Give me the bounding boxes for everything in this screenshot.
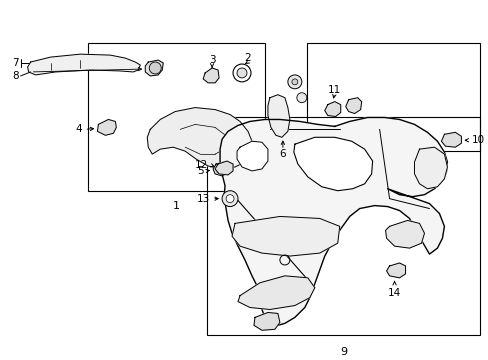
Polygon shape — [220, 117, 447, 325]
Text: 5: 5 — [197, 166, 203, 176]
Circle shape — [225, 195, 234, 203]
Text: 3: 3 — [208, 55, 215, 65]
Polygon shape — [232, 216, 339, 256]
Bar — [306, 43, 479, 151]
Polygon shape — [345, 98, 361, 113]
Circle shape — [287, 75, 301, 89]
Polygon shape — [213, 162, 228, 176]
Polygon shape — [267, 95, 289, 137]
Text: 8: 8 — [12, 71, 19, 81]
Text: 13: 13 — [197, 194, 210, 204]
Circle shape — [216, 164, 225, 174]
Text: 9: 9 — [340, 347, 346, 357]
Text: 14: 14 — [387, 288, 400, 298]
Polygon shape — [237, 141, 267, 171]
Polygon shape — [414, 147, 447, 189]
Bar — [88, 43, 264, 191]
Polygon shape — [215, 161, 233, 175]
Circle shape — [149, 62, 161, 74]
Text: 1: 1 — [173, 201, 180, 211]
Polygon shape — [145, 60, 163, 76]
Text: 2: 2 — [244, 53, 251, 63]
Circle shape — [222, 191, 238, 207]
Text: 10: 10 — [470, 135, 484, 145]
Bar — [207, 117, 479, 335]
Text: 7: 7 — [12, 58, 19, 68]
Polygon shape — [441, 132, 461, 147]
Text: 4: 4 — [76, 124, 82, 134]
Circle shape — [237, 68, 246, 78]
Circle shape — [296, 93, 306, 103]
Polygon shape — [324, 102, 340, 117]
Text: 6: 6 — [279, 149, 285, 159]
Polygon shape — [203, 68, 219, 83]
Text: 12: 12 — [194, 160, 208, 170]
Polygon shape — [253, 312, 279, 330]
Polygon shape — [238, 276, 314, 310]
Circle shape — [291, 79, 297, 85]
Polygon shape — [147, 108, 251, 169]
Polygon shape — [385, 220, 424, 248]
Text: 11: 11 — [327, 85, 341, 95]
Polygon shape — [27, 54, 140, 75]
Polygon shape — [293, 137, 372, 191]
Polygon shape — [97, 120, 116, 135]
Polygon shape — [386, 263, 405, 278]
